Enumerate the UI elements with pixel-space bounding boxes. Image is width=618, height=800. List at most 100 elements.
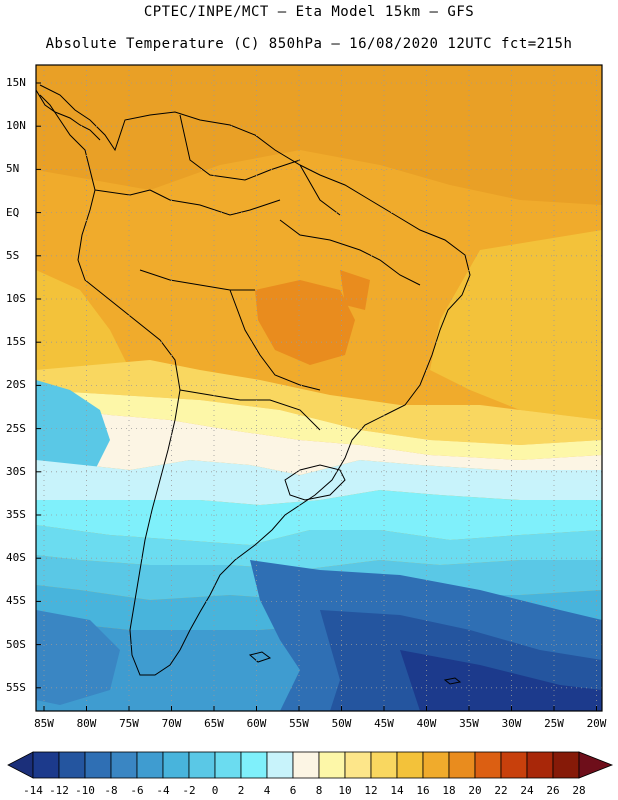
colorbar-low-arrow <box>7 751 34 779</box>
field-east-ocean <box>430 230 602 420</box>
colorbar-tick-label: -6 <box>130 784 144 797</box>
falklands <box>248 651 272 663</box>
band-4 <box>36 460 602 505</box>
colorbar-tick-label: 28 <box>572 784 586 797</box>
lat-label: 5S <box>6 248 20 262</box>
band-14 <box>36 360 602 445</box>
colorbar-segment <box>474 751 502 779</box>
colorbar-tick-label: 22 <box>494 784 508 797</box>
lat-label: 15S <box>6 335 26 349</box>
colorbar-tick-label: 8 <box>315 784 323 797</box>
colorbar-tick-label: -4 <box>156 784 170 797</box>
colorbar-segment <box>240 751 268 779</box>
colorbar-segment <box>396 751 424 779</box>
colorbar-tick-label: 24 <box>520 784 534 797</box>
colorbar-tick-label: 14 <box>390 784 404 797</box>
south-america-coast <box>39 84 471 676</box>
band-0 <box>36 525 602 570</box>
lon-label: 55W <box>289 717 309 730</box>
lat-label: 55S <box>6 680 26 694</box>
colorbar-tick-label: 12 <box>364 784 378 797</box>
country-borders <box>94 114 421 431</box>
colorbar-segment <box>110 751 138 779</box>
pacific-cold-patch <box>36 610 120 705</box>
colorbar-high-arrow <box>578 751 614 779</box>
colorbar-segment <box>136 751 164 779</box>
lon-label: 60W <box>246 717 267 730</box>
central-america-coast <box>36 89 101 141</box>
lat-label: 20S <box>6 378 26 392</box>
colorbar-tick-label: -2 <box>182 784 196 797</box>
lon-label: 75W <box>119 717 139 730</box>
colorbar-tick-label: -14 <box>23 784 43 797</box>
temperature-field <box>36 65 602 711</box>
colorbar-segment <box>266 751 294 779</box>
lon-label: 50W <box>331 717 352 730</box>
colorbar-segment <box>162 751 190 779</box>
hot-core-brazil <box>255 280 355 365</box>
warm-field-north <box>36 65 602 205</box>
lon-label: 25W <box>544 717 564 730</box>
colorbar-segment <box>448 751 476 779</box>
colorbar-tick-label: 18 <box>442 784 456 797</box>
colorbar-segment <box>552 751 580 779</box>
hot-core-east <box>340 270 370 310</box>
colorbar-segment <box>526 751 554 779</box>
colorbar-tick-label: 2 <box>237 784 245 797</box>
uruguay-outline <box>284 464 346 501</box>
lat-label: 5N <box>6 162 20 176</box>
colorbar-tick-label: -12 <box>49 784 69 797</box>
lon-label: 65W <box>204 717 224 730</box>
colorbar-segment <box>32 751 60 779</box>
coastlines <box>36 84 471 685</box>
lon-label: 45W <box>374 717 394 730</box>
lon-label: 30W <box>501 717 522 730</box>
lon-label: 35W <box>459 717 479 730</box>
lon-label: 40W <box>416 717 437 730</box>
lat-label: 15N <box>6 76 26 89</box>
lat-label: EQ <box>6 205 20 219</box>
lat-label: 10N <box>6 119 26 133</box>
south-georgia <box>443 677 462 685</box>
chart-title-line1: CPTEC/INPE/MCT — Eta Model 15km — GFS <box>143 4 475 20</box>
lat-label: 35S <box>6 508 26 521</box>
lon-label: 85W <box>34 717 54 730</box>
colorbar-tick-label: -10 <box>75 784 95 797</box>
colorbar-segment <box>318 751 346 779</box>
band-2 <box>36 490 602 545</box>
colorbar-tick-label: 10 <box>338 784 352 797</box>
lat-label: 40S <box>6 551 26 565</box>
axis-ticks <box>36 82 597 711</box>
pacific-cold-tongue <box>36 380 110 480</box>
colorbar-tick-label: 0 <box>211 784 219 797</box>
colorbar-segment <box>500 751 528 779</box>
colorbar-tick-label: 4 <box>263 784 271 797</box>
colorbar-segment <box>370 751 398 779</box>
colorbar-segment <box>422 751 450 779</box>
lat-label: 25S <box>6 421 26 435</box>
cold-core-deepest <box>400 650 602 711</box>
lon-label: 70W <box>161 717 182 730</box>
colorbar-segment <box>344 751 372 779</box>
lat-label: 50S <box>6 637 26 651</box>
lon-label: 20W <box>586 717 607 730</box>
lat-label: 10S <box>6 292 26 305</box>
colorbar-tick-label: 20 <box>468 784 482 797</box>
lon-label: 80W <box>76 717 97 730</box>
field-pacific-warm <box>36 270 130 370</box>
colorbar-segment <box>84 751 112 779</box>
map-frame <box>35 64 603 712</box>
colorbar-segment <box>188 751 216 779</box>
lat-label: 30S <box>6 464 26 478</box>
colorbar-segment <box>214 751 242 779</box>
colorbar-segment <box>58 751 86 779</box>
colorbar-segment <box>292 751 320 779</box>
colorbar-tick-label: 26 <box>546 784 560 797</box>
band-6 <box>36 405 602 475</box>
colorbar-tick-label: 16 <box>416 784 430 797</box>
colorbar-tick-label: 6 <box>289 784 297 797</box>
colorbar-tick-label: -8 <box>104 784 118 797</box>
lat-label: 45S <box>6 594 26 608</box>
